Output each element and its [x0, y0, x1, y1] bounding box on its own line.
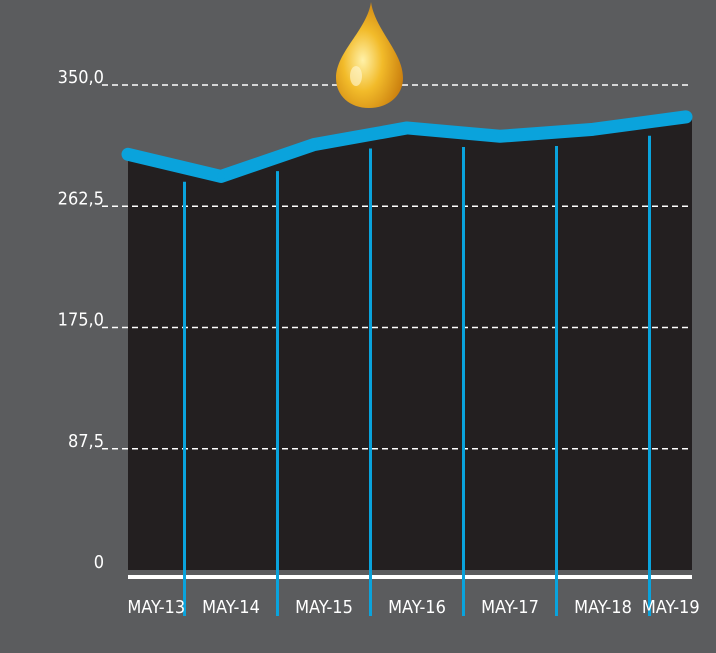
data-point	[403, 123, 411, 132]
data-point	[589, 125, 597, 134]
label-layer: 0 87,5 175,0 262,5 350,0 MAY-13 MAY-14 MAY-15 MA…	[58, 67, 700, 618]
line-layer	[121, 110, 693, 616]
oil-drop-icon	[336, 2, 403, 108]
y-tick-label: 175,0	[58, 310, 104, 331]
x-tick-label: MAY-17	[481, 597, 539, 618]
data-point	[217, 172, 225, 181]
data-point	[310, 140, 318, 149]
data-point	[496, 132, 504, 141]
y-tick-label: 87,5	[68, 431, 104, 452]
x-tick-label: MAY-18	[574, 597, 632, 618]
data-point	[124, 150, 132, 159]
x-tick-label: MAY-13	[127, 597, 185, 618]
x-tick-label: MAY-16	[388, 597, 446, 618]
series-area	[128, 116, 692, 570]
x-tick-label: MAY-15	[295, 597, 353, 618]
y-tick-label: 262,5	[58, 188, 104, 209]
x-tick-label: MAY-19	[642, 597, 700, 618]
area-layer	[128, 116, 692, 570]
x-tick-label: MAY-14	[202, 597, 260, 618]
y-tick-label: 0	[94, 552, 104, 573]
y-tick-label: 350,0	[58, 67, 104, 88]
data-point	[682, 112, 690, 121]
